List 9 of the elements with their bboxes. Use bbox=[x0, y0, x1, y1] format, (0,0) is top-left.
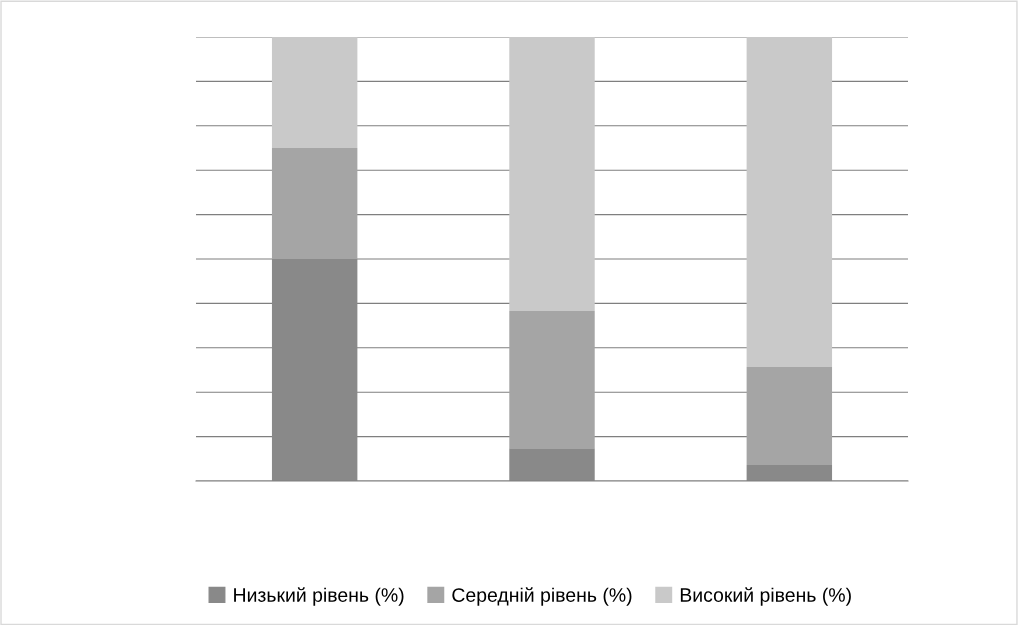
bar bbox=[271, 37, 358, 148]
bar bbox=[509, 37, 595, 311]
bar bbox=[271, 148, 358, 259]
bar bbox=[746, 37, 833, 367]
legend-label: Середній рівень (%) bbox=[452, 587, 632, 606]
bar bbox=[509, 310, 595, 449]
legend-label: Високий рівень (%) bbox=[680, 587, 851, 606]
legend-label: Низький рівень (%) bbox=[234, 587, 404, 606]
bar bbox=[746, 366, 833, 466]
